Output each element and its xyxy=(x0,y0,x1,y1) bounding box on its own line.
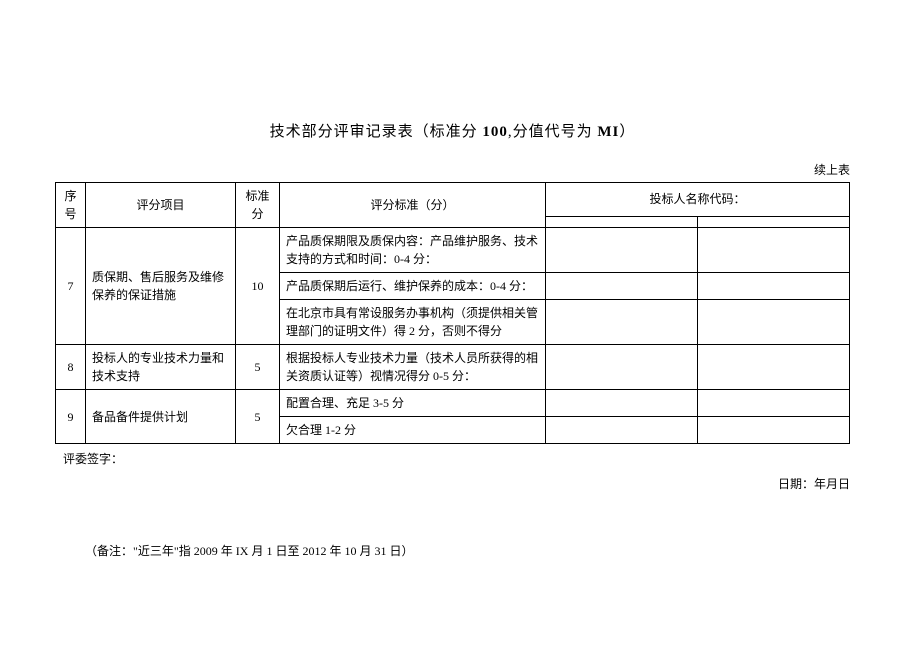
date-label: 日期：年月日 xyxy=(55,475,850,492)
title-suffix: ） xyxy=(619,124,635,140)
cell-item: 投标人的专业技术力量和技术支持 xyxy=(86,345,236,390)
cell-score: 5 xyxy=(236,390,280,444)
cell-seq: 9 xyxy=(56,390,86,444)
bidder-sub-1 xyxy=(546,216,698,227)
header-bidder: 投标人名称代码： xyxy=(546,183,850,217)
title-mid: ,分值代号为 xyxy=(508,124,598,140)
cell-bidder-1 xyxy=(546,300,698,345)
cell-bidder-1 xyxy=(546,273,698,300)
signature-label: 评委签字： xyxy=(55,450,850,467)
continuation-label: 续上表 xyxy=(55,161,850,178)
cell-score: 10 xyxy=(236,228,280,345)
header-score: 标准分 xyxy=(236,183,280,228)
cell-bidder-1 xyxy=(546,345,698,390)
cell-bidder-2 xyxy=(698,390,850,417)
cell-seq: 8 xyxy=(56,345,86,390)
cell-seq: 7 xyxy=(56,228,86,345)
evaluation-table: 序号 评分项目 标准分 评分标准（分） 投标人名称代码： 7 质保期、售后服务及… xyxy=(55,182,850,444)
cell-score: 5 xyxy=(236,345,280,390)
footnote: （备注："近三年"指 2009 年 IX 月 1 日至 2012 年 10 月 … xyxy=(55,542,850,559)
header-item: 评分项目 xyxy=(86,183,236,228)
title-code: MI xyxy=(597,124,619,140)
document-title: 技术部分评审记录表（标准分 100,分值代号为 MI） xyxy=(55,120,850,141)
cell-bidder-2 xyxy=(698,228,850,273)
cell-criteria: 在北京市具有常设服务办事机构（须提供相关管理部门的证明文件）得 2 分，否则不得… xyxy=(280,300,546,345)
bidder-sub-2 xyxy=(698,216,850,227)
cell-bidder-1 xyxy=(546,417,698,444)
table-row: 7 质保期、售后服务及维修保养的保证措施 10 产品质保期限及质保内容：产品维护… xyxy=(56,228,850,273)
cell-bidder-1 xyxy=(546,390,698,417)
cell-bidder-1 xyxy=(546,228,698,273)
table-row: 8 投标人的专业技术力量和技术支持 5 根据投标人专业技术力量（技术人员所获得的… xyxy=(56,345,850,390)
table-header-row: 序号 评分项目 标准分 评分标准（分） 投标人名称代码： xyxy=(56,183,850,217)
table-row: 9 备品备件提供计划 5 配置合理、充足 3-5 分 xyxy=(56,390,850,417)
cell-criteria: 配置合理、充足 3-5 分 xyxy=(280,390,546,417)
cell-bidder-2 xyxy=(698,417,850,444)
cell-item: 质保期、售后服务及维修保养的保证措施 xyxy=(86,228,236,345)
cell-bidder-2 xyxy=(698,273,850,300)
title-prefix: 技术部分评审记录表（标准分 xyxy=(270,124,483,140)
cell-bidder-2 xyxy=(698,345,850,390)
cell-item: 备品备件提供计划 xyxy=(86,390,236,444)
cell-criteria: 欠合理 1-2 分 xyxy=(280,417,546,444)
header-seq: 序号 xyxy=(56,183,86,228)
cell-bidder-2 xyxy=(698,300,850,345)
cell-criteria: 根据投标人专业技术力量（技术人员所获得的相关资质认证等）视情况得分 0-5 分： xyxy=(280,345,546,390)
cell-criteria: 产品质保期后运行、维护保养的成本：0-4 分： xyxy=(280,273,546,300)
title-score: 100 xyxy=(482,124,508,140)
header-criteria: 评分标准（分） xyxy=(280,183,546,228)
cell-criteria: 产品质保期限及质保内容：产品维护服务、技术支持的方式和时间：0-4 分： xyxy=(280,228,546,273)
